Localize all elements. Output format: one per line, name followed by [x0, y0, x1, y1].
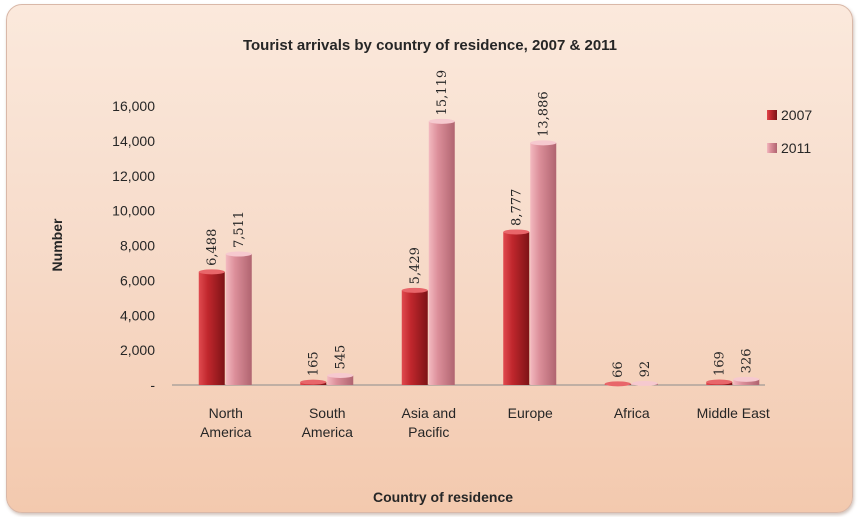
legend-label: 2011 — [781, 140, 811, 156]
bar-2007 — [198, 271, 225, 385]
bar-cap — [706, 379, 733, 385]
legend-label: 2007 — [781, 107, 812, 123]
y-tick-label: 4,000 — [120, 307, 155, 323]
x-tick-label: America — [200, 424, 252, 440]
y-tick-label: - — [150, 377, 155, 393]
x-tick-label: Asia and — [402, 405, 456, 421]
y-tick-label: 16,000 — [112, 98, 155, 114]
x-tick-label: North — [209, 405, 243, 421]
y-tick-label: 10,000 — [112, 203, 155, 219]
x-tick-label: Middle East — [697, 405, 770, 421]
x-axis-title: Country of residence — [373, 489, 513, 505]
y-tick-label: 2,000 — [120, 342, 155, 358]
legend-swatch — [767, 110, 777, 120]
data-label: 66 — [611, 361, 626, 378]
bar-cap — [604, 381, 631, 387]
data-label: 169 — [712, 351, 727, 376]
chart-title: Tourist arrivals by country of residence… — [243, 37, 617, 54]
data-label: 545 — [333, 345, 348, 370]
bar-2011 — [327, 375, 354, 385]
data-label: 5,429 — [408, 247, 423, 284]
data-label: 326 — [739, 348, 754, 373]
bar-cap — [300, 379, 327, 385]
x-tick-label: Pacific — [408, 424, 449, 440]
bar-cap — [401, 287, 428, 293]
bar-2011 — [530, 142, 557, 385]
bar-cap — [733, 376, 760, 382]
data-label: 92 — [638, 361, 653, 378]
bar-cap — [530, 140, 557, 146]
bar-2011 — [225, 254, 252, 385]
y-tick-label: 12,000 — [112, 168, 155, 184]
data-label: 7,511 — [232, 211, 247, 248]
data-label: 15,119 — [435, 70, 450, 116]
bar-2007 — [401, 290, 428, 385]
data-label: 8,777 — [509, 189, 524, 226]
bar-cap — [428, 118, 455, 124]
bar-2011 — [733, 379, 760, 385]
bar-cap — [225, 251, 252, 257]
x-tick-label: Africa — [614, 405, 650, 421]
y-tick-label: 14,000 — [112, 133, 155, 149]
bar-2011 — [428, 121, 455, 386]
data-label: 6,488 — [205, 229, 220, 266]
bar-2007 — [503, 231, 530, 385]
y-tick-label: 6,000 — [120, 272, 155, 288]
data-label: 165 — [306, 351, 321, 376]
bar-cap — [327, 372, 354, 378]
data-label: 13,886 — [536, 91, 551, 137]
y-tick-label: 8,000 — [120, 238, 155, 254]
x-tick-label: America — [302, 424, 354, 440]
bar-cap — [503, 229, 530, 235]
bar-cap — [631, 380, 658, 386]
legend-swatch — [767, 143, 777, 153]
bar-cap — [198, 269, 225, 275]
y-axis-title: Number — [49, 218, 65, 271]
x-tick-label: South — [309, 405, 346, 421]
x-tick-label: Europe — [508, 405, 553, 421]
